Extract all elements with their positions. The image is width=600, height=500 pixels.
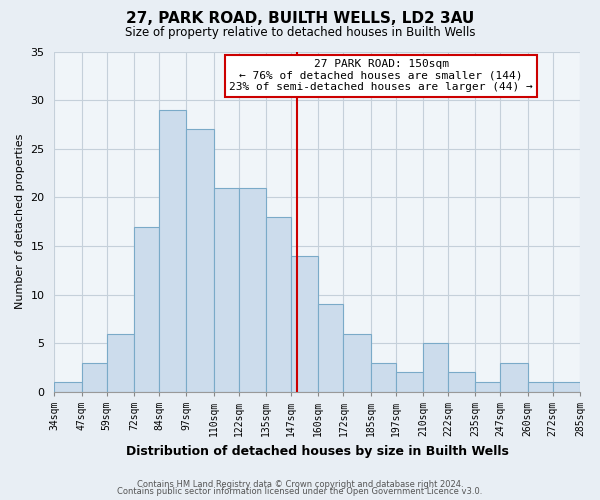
- Bar: [423, 344, 448, 392]
- Bar: [82, 362, 107, 392]
- Bar: [448, 372, 475, 392]
- Text: Size of property relative to detached houses in Builth Wells: Size of property relative to detached ho…: [125, 26, 475, 39]
- Bar: [55, 382, 82, 392]
- Bar: [527, 382, 553, 392]
- Bar: [553, 382, 580, 392]
- Bar: [214, 188, 239, 392]
- Bar: [266, 217, 291, 392]
- Text: 27 PARK ROAD: 150sqm
← 76% of detached houses are smaller (144)
23% of semi-deta: 27 PARK ROAD: 150sqm ← 76% of detached h…: [229, 60, 533, 92]
- Bar: [239, 188, 266, 392]
- Y-axis label: Number of detached properties: Number of detached properties: [15, 134, 25, 310]
- Bar: [318, 304, 343, 392]
- Bar: [396, 372, 423, 392]
- Bar: [475, 382, 500, 392]
- Bar: [291, 256, 318, 392]
- Bar: [107, 334, 134, 392]
- Text: Contains HM Land Registry data © Crown copyright and database right 2024.: Contains HM Land Registry data © Crown c…: [137, 480, 463, 489]
- Text: Contains public sector information licensed under the Open Government Licence v3: Contains public sector information licen…: [118, 487, 482, 496]
- X-axis label: Distribution of detached houses by size in Builth Wells: Distribution of detached houses by size …: [126, 444, 509, 458]
- Text: 27, PARK ROAD, BUILTH WELLS, LD2 3AU: 27, PARK ROAD, BUILTH WELLS, LD2 3AU: [126, 11, 474, 26]
- Bar: [343, 334, 371, 392]
- Bar: [187, 130, 214, 392]
- Bar: [500, 362, 527, 392]
- Bar: [371, 362, 396, 392]
- Bar: [159, 110, 187, 392]
- Bar: [134, 226, 159, 392]
